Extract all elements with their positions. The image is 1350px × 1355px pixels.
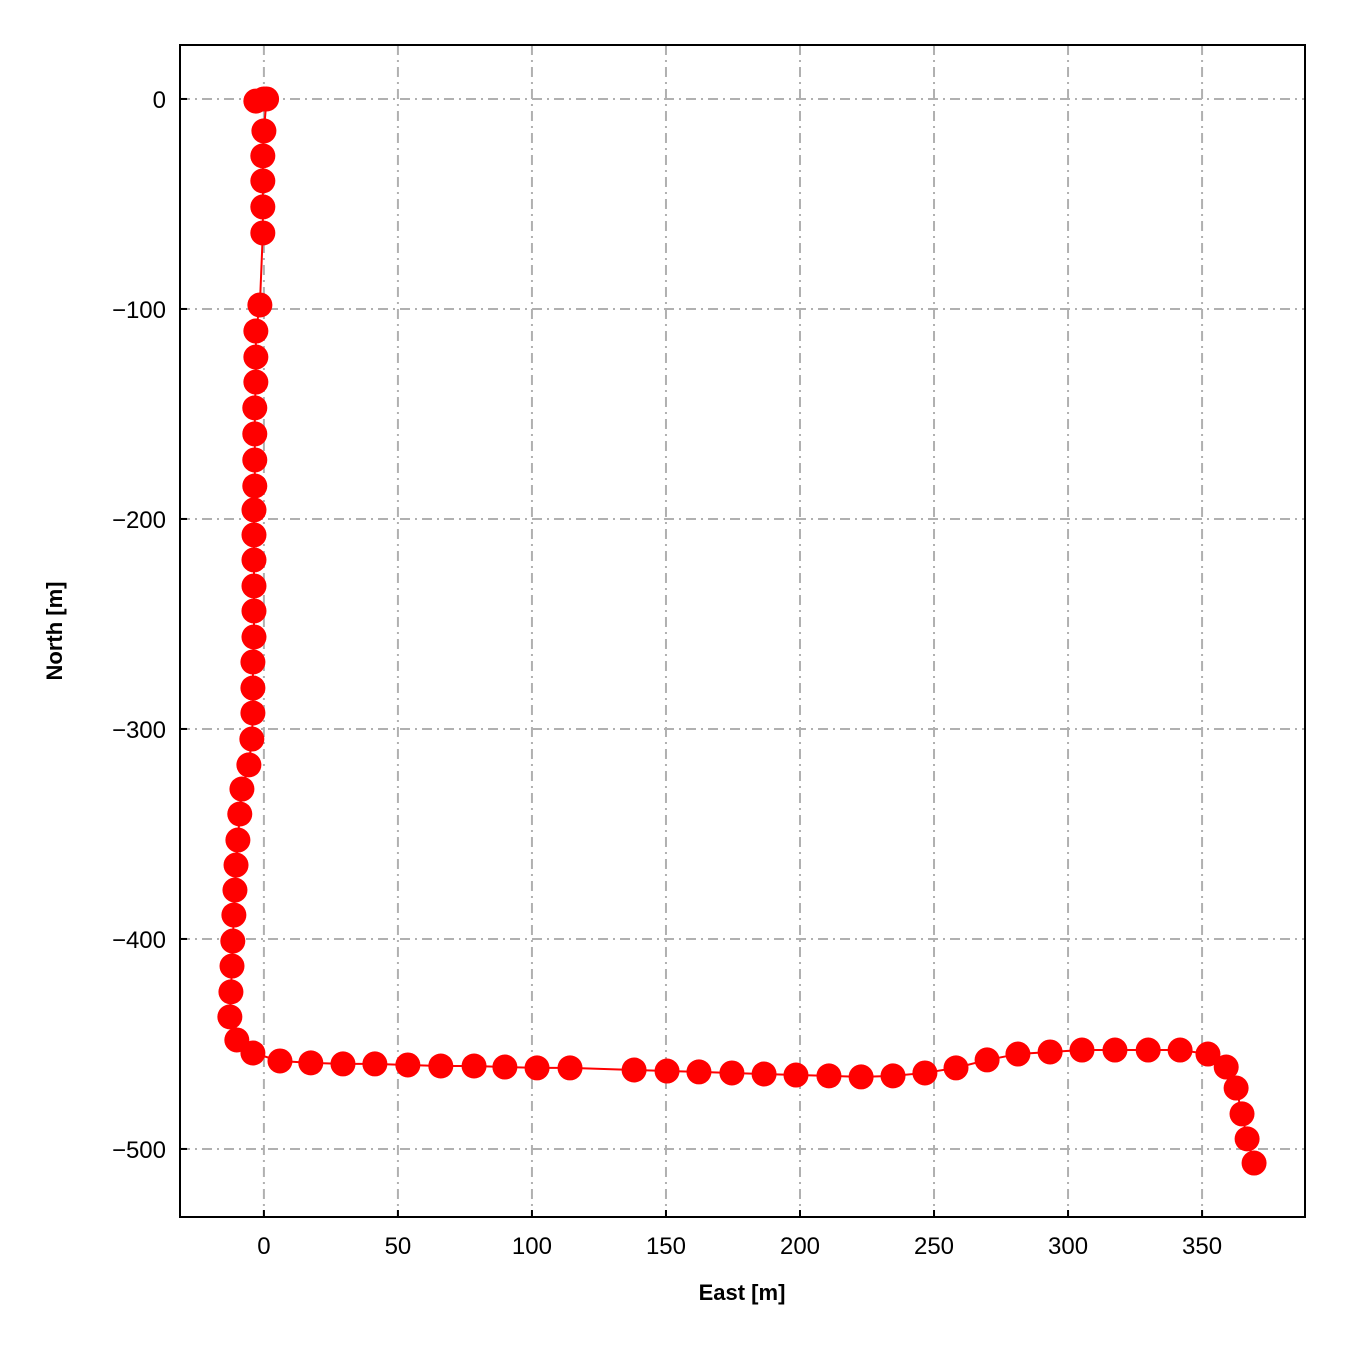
data-point [221, 902, 247, 928]
data-point [219, 953, 245, 979]
x-tick-label: 50 [385, 1233, 412, 1260]
data-point [395, 1052, 421, 1078]
data-point [621, 1057, 647, 1083]
data-point [557, 1055, 583, 1081]
data-point [267, 1048, 293, 1074]
data-point [1069, 1037, 1095, 1063]
y-tick-label: −200 [112, 507, 166, 534]
data-point [241, 624, 267, 650]
y-tick-label: −300 [112, 717, 166, 744]
data-point [222, 877, 248, 903]
data-point [1229, 1101, 1255, 1127]
data-point [1005, 1041, 1031, 1067]
data-point [242, 473, 268, 499]
data-point [1102, 1037, 1128, 1063]
data-point [524, 1055, 550, 1081]
data-point [428, 1053, 454, 1079]
data-point [227, 801, 253, 827]
x-tick-label: 200 [780, 1233, 820, 1260]
data-point [242, 447, 268, 473]
data-point [241, 547, 267, 573]
data-point [250, 143, 276, 169]
data-point [461, 1053, 487, 1079]
data-point [229, 776, 255, 802]
data-point [974, 1047, 1000, 1073]
data-point [250, 168, 276, 194]
data-point [1213, 1054, 1239, 1080]
data-point [1195, 1041, 1221, 1067]
data-point [251, 118, 277, 144]
data-point [223, 852, 249, 878]
x-tick-label: 300 [1048, 1233, 1088, 1260]
data-point [240, 649, 266, 675]
data-point [241, 573, 267, 599]
data-point [492, 1054, 518, 1080]
data-point [239, 726, 265, 752]
data-point [242, 421, 268, 447]
x-tick-label: 0 [257, 1233, 270, 1260]
data-point [225, 827, 251, 853]
y-tick-label: −100 [112, 297, 166, 324]
data-point [236, 752, 262, 778]
data-point [719, 1060, 745, 1086]
plot-frame [179, 44, 1306, 1218]
data-point [912, 1060, 938, 1086]
data-point [783, 1062, 809, 1088]
data-point [1223, 1075, 1249, 1101]
data-point [240, 700, 266, 726]
y-tick-label: −500 [112, 1137, 166, 1164]
data-point [298, 1050, 324, 1076]
data-point [686, 1059, 712, 1085]
data-point [242, 395, 268, 421]
data-point [1167, 1037, 1193, 1063]
data-point [243, 344, 269, 370]
data-point [254, 86, 280, 112]
x-tick-label: 100 [512, 1233, 552, 1260]
data-point [1135, 1037, 1161, 1063]
y-tick-label: −400 [112, 927, 166, 954]
data-point [816, 1063, 842, 1089]
data-point [218, 979, 244, 1005]
x-tick-label: 350 [1182, 1233, 1222, 1260]
data-point [240, 1040, 266, 1066]
data-point [1234, 1126, 1260, 1152]
data-point [654, 1058, 680, 1084]
data-point [250, 220, 276, 246]
data-point [943, 1055, 969, 1081]
data-point [241, 497, 267, 523]
data-point [250, 194, 276, 220]
data-point [247, 292, 273, 318]
data-point [241, 598, 267, 624]
data-point [848, 1064, 874, 1090]
x-tick-label: 250 [914, 1233, 954, 1260]
data-point [751, 1061, 777, 1087]
y-axis-label: North [m] [42, 582, 67, 681]
data-line [228, 97, 1256, 1164]
data-point [362, 1051, 388, 1077]
data-point [241, 522, 267, 548]
data-point [330, 1051, 356, 1077]
x-tick-label: 150 [646, 1233, 686, 1260]
data-point [880, 1063, 906, 1089]
y-tick-label: 0 [153, 87, 166, 114]
data-point [243, 318, 269, 344]
data-point [220, 928, 246, 954]
data-point [1037, 1039, 1063, 1065]
data-point [243, 369, 269, 395]
data-point [240, 675, 266, 701]
x-axis-label: East [m] [699, 1280, 786, 1305]
data-point [217, 1004, 243, 1030]
data-point [1241, 1150, 1267, 1176]
